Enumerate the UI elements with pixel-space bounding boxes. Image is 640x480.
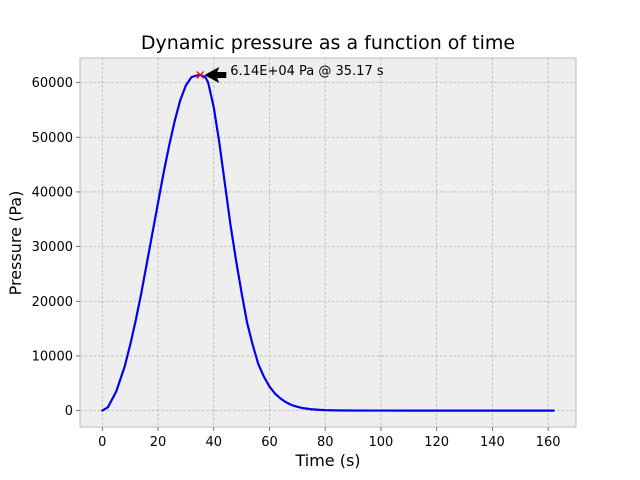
y-tick-label: 30000 xyxy=(32,240,73,255)
x-tick-label: 160 xyxy=(536,435,561,450)
x-tick-label: 20 xyxy=(150,435,167,450)
y-axis-label: Pressure (Pa) xyxy=(6,191,25,296)
x-tick-label: 60 xyxy=(261,435,278,450)
y-tick-label: 40000 xyxy=(32,185,73,200)
chart-title: Dynamic pressure as a function of time xyxy=(141,32,515,54)
x-axis-ticks: 0 20 40 60 80 100 120 140 160 xyxy=(98,427,561,450)
peak-marker-group xyxy=(196,70,205,79)
x-tick-label: 140 xyxy=(480,435,505,450)
y-tick-label: 20000 xyxy=(32,295,73,310)
y-tick-label: 0 xyxy=(65,404,73,419)
grid-lines xyxy=(80,58,576,427)
y-axis-ticks: 0 10000 20000 30000 40000 50000 60000 xyxy=(32,76,80,419)
y-tick-label: 10000 xyxy=(32,349,73,364)
plot-area xyxy=(79,57,577,428)
x-tick-label: 120 xyxy=(424,435,449,450)
pressure-series-line xyxy=(101,73,555,412)
series-group xyxy=(101,73,555,412)
x-tick-label: 0 xyxy=(98,435,106,450)
annotation-label: 6.14E+04 Pa @ 35.17 s xyxy=(230,64,384,79)
x-tick-label: 80 xyxy=(317,435,334,450)
y-tick-label: 50000 xyxy=(32,131,73,146)
x-axis-label: Time (s) xyxy=(294,451,360,470)
x-tick-label: 100 xyxy=(369,435,394,450)
y-tick-label: 60000 xyxy=(32,76,73,91)
x-tick-label: 40 xyxy=(205,435,222,450)
annotation-group: 6.14E+04 Pa @ 35.17 s xyxy=(204,64,384,83)
annotation-arrow xyxy=(204,66,227,83)
peak-marker xyxy=(196,70,205,79)
